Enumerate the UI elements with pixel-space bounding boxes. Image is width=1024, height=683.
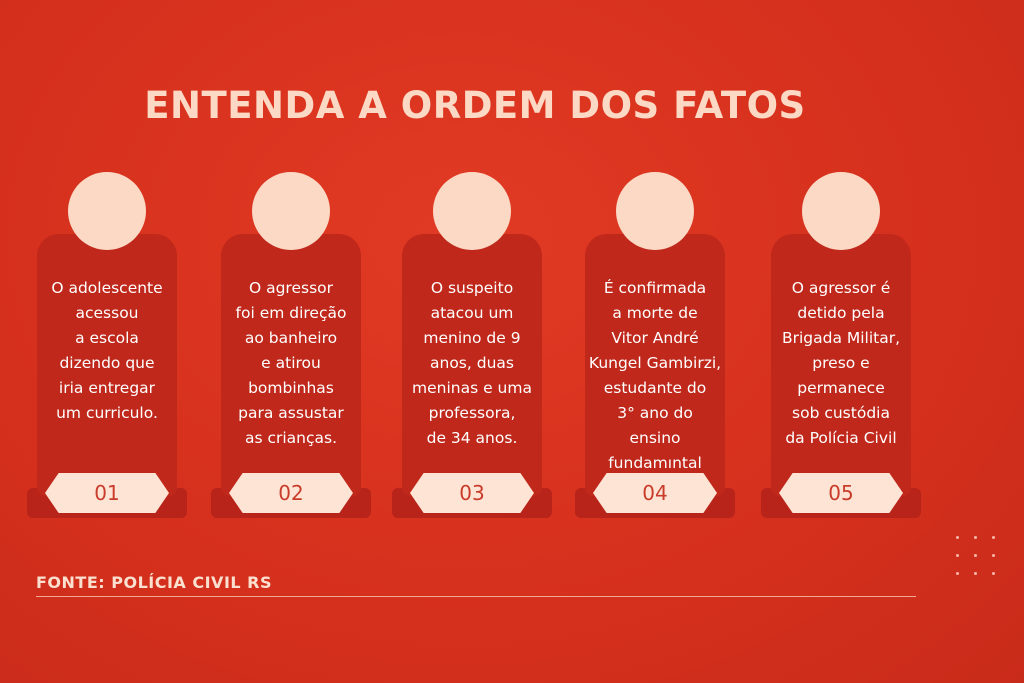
step-number-badge: 03 [410,473,534,513]
step-number-badge: 05 [779,473,903,513]
timeline-step-5: O agressor é detido pela Brigada Militar… [761,172,921,522]
timeline-step-2: O agressor foi em direção ao banheiro e … [211,172,371,522]
step-text: É confirmada a morte de Vitor André Kung… [588,279,722,472]
person-head-icon [802,172,880,250]
timeline-step-3: O suspeito atacou um menino de 9 anos, d… [392,172,552,522]
divider [36,596,916,597]
step-number-badge: 04 [593,473,717,513]
step-text: O agressor é detido pela Brigada Militar… [781,279,901,447]
person-head-icon [616,172,694,250]
step-card [402,234,542,496]
person-head-icon [433,172,511,250]
decorative-dots-icon [956,536,1002,582]
step-card [221,234,361,496]
person-head-icon [252,172,330,250]
timeline-step-4: É confirmada a morte de Vitor André Kung… [575,172,735,522]
step-card [585,234,725,496]
person-head-icon [68,172,146,250]
step-text: O suspeito atacou um menino de 9 anos, d… [412,279,532,447]
step-text: O adolescente acessou a escola dizendo q… [51,279,163,422]
source-caption: FONTE: POLÍCIA CIVIL RS [36,573,272,592]
step-number-badge: 01 [45,473,169,513]
timeline-step-1: O adolescente acessou a escola dizendo q… [27,172,187,522]
step-text: O agressor foi em direção ao banheiro e … [235,279,347,447]
step-number-badge: 02 [229,473,353,513]
page-title: ENTENDA A ORDEM DOS FATOS [144,84,806,127]
step-card [771,234,911,496]
step-card [37,234,177,496]
